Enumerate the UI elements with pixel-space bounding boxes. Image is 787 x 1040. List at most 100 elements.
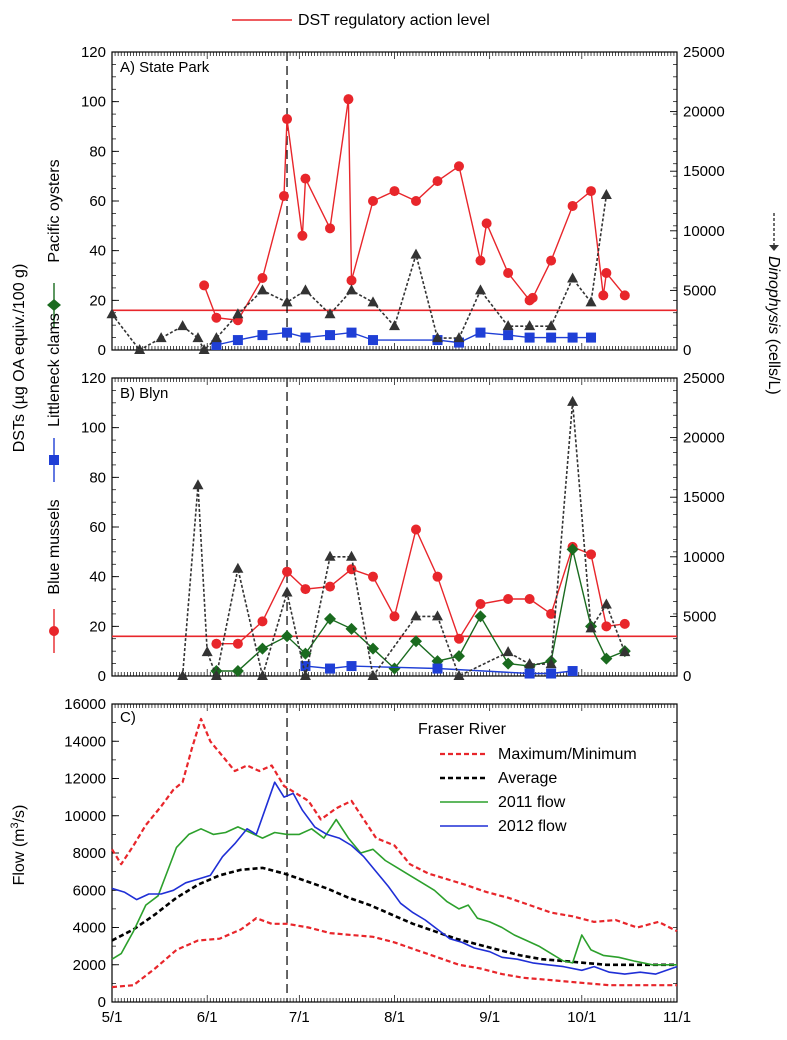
panel-a-series-dinophysis-point [502, 320, 514, 331]
panel-b-series-oysters-point [566, 543, 579, 556]
panel-a-series-mussels-point [389, 186, 400, 197]
panel-b-series-dinophysis-point [232, 562, 244, 573]
panel-a-series-dinophysis-point [585, 296, 597, 307]
right-axis-title-dinophysis: Dinophysis (cells/L) [765, 213, 782, 395]
panel-a-y-tick-label-left: 60 [89, 193, 106, 210]
panel-a-series-dinophysis-point [474, 284, 486, 295]
panel-a-series-dinophysis-point [567, 272, 579, 283]
panel-b-series-clams-point [546, 668, 557, 679]
panel-a-series-dinophysis-point [192, 332, 204, 343]
panel-a-y-tick-label-right: 25000 [683, 44, 725, 61]
panel-b-y-tick-label-right: 5000 [683, 608, 716, 625]
panel-a-y-tick-label-left: 80 [89, 143, 106, 160]
panel-c-series-y2012-line [111, 781, 678, 975]
svg-text:Dinophysis (cells/L): Dinophysis (cells/L) [765, 256, 782, 395]
left-axis-title-dst: DSTs (µg OA equiv./100 g) [11, 264, 28, 453]
panel-b-series-oysters-point [474, 610, 487, 623]
panel-b-series-clams-point [346, 661, 357, 672]
panel-a-series-dinophysis-point [232, 308, 244, 319]
panel-c-legend-label-y2011: 2011 flow [498, 794, 566, 811]
panel-c-legend-label-max: Maximum/Minimum [498, 746, 637, 763]
panel-b-series-oysters-point [281, 630, 294, 643]
panel-a-series-clams-line [216, 331, 591, 346]
panel-a-series-mussels-point [586, 186, 597, 197]
panel-a-series-mussels-point [546, 255, 557, 266]
panel-b-series-dinophysis-point [502, 646, 514, 657]
panel-c-y-tick-label-left: 12000 [64, 771, 106, 788]
panel-a-series-mussels-point [199, 280, 210, 291]
panel-a-y-tick-label-left: 20 [89, 292, 106, 309]
panel-b-series-mussels-point [586, 549, 597, 560]
panel-b-series-dinophysis-point [299, 670, 311, 680]
panel-c-y-tick-label-left: 8000 [73, 845, 106, 862]
panel-a-y-tick-label-right: 20000 [683, 104, 725, 121]
panel-a-series-dinophysis-point [600, 189, 612, 200]
panel-a-series-dinophysis-point [198, 344, 210, 354]
panel-a-series-mussels-point [368, 196, 379, 206]
panel-b-y-tick-label-left: 40 [89, 569, 106, 586]
panel-b-series-mussels-point [211, 638, 222, 649]
panel-c-x-tick-label: 8/1 [384, 1009, 405, 1026]
series-key-oysters: Pacific oysters [46, 159, 63, 327]
panel-a-series-mussels-point [567, 200, 578, 211]
panel-c-y-tick-label-left: 10000 [64, 808, 106, 825]
panel-a-series-mussels-point [211, 312, 222, 323]
panel-a-series-clams-point [211, 340, 222, 351]
panel-a-series-clams-point [325, 330, 336, 341]
panel-b-y-tick-label-left: 80 [89, 469, 106, 486]
panel-b-y-tick-label-right: 0 [683, 668, 691, 685]
panel-b-y-tick-label-right: 10000 [683, 549, 725, 566]
panel-b-series-clams-point [524, 668, 535, 679]
panel-a-series-mussels-point [410, 196, 421, 206]
panel-a-series-mussels-point [619, 290, 630, 301]
panel-a-series-clams-point [524, 332, 535, 343]
panel-a-series-dinophysis-point [155, 332, 167, 343]
panel-a-series-mussels-point [343, 94, 354, 105]
panel-a-series-clams-point [346, 327, 357, 338]
panel-c-y-tick-label-left: 4000 [73, 920, 106, 937]
panel-a-series-mussels-point [475, 255, 486, 266]
panel-b-series-dinophysis-point [567, 395, 579, 406]
panel-a-series-dinophysis-point [545, 320, 557, 331]
panel-a-y-tick-label-left: 0 [98, 342, 106, 359]
panel-b-series-oysters-point [409, 635, 422, 648]
panel-b-series-oysters-point [231, 665, 244, 678]
panel-a-series-mussels-point [503, 268, 514, 279]
panel-a-series-mussels-point [598, 290, 609, 301]
panel-b-series-mussels-point [257, 616, 268, 627]
panel-b-series-oysters-point [452, 650, 465, 663]
panel-b-series-dinophysis-point [431, 610, 443, 621]
panel-a-series-clams-point [282, 327, 293, 338]
panel-a-series-clams-point [368, 335, 379, 346]
oysters-key-marker [47, 299, 61, 311]
panel-a-series-dinophysis-point [346, 284, 358, 295]
panel-c: 5/1 6/1 7/1 8/1 9/1 10/1 11/1 0 2000 4000 6000 8000… [64, 696, 691, 1026]
panel-b-series-dinophysis-point [210, 670, 222, 680]
panel-b-series-oysters-point [299, 647, 312, 660]
panel-b-y-tick-label-right: 20000 [683, 430, 725, 447]
panel-c-x-tick-label: 11/1 [663, 1009, 691, 1026]
panel-b-series-dinophysis-point [585, 622, 597, 633]
panel-c-y-tick-label-left: 6000 [73, 882, 106, 899]
panel-c-series-avg-line [111, 866, 677, 967]
panel-a-series-clams-point [300, 332, 311, 343]
panel-a-series-clams-point [475, 327, 486, 338]
panel-a-series-clams-point [586, 332, 597, 343]
panel-b-series-mussels-point [325, 581, 336, 592]
panel-b: 0 20 40 60 80 100 120 0 5000 10000 15000 20000 25000… [81, 370, 725, 685]
panel-b-series-mussels-point [346, 564, 357, 575]
panel-a-series-dinophysis-point [410, 248, 422, 259]
panel-c-series-min-line [111, 917, 677, 989]
panel-b-series-dinophysis-point [192, 479, 204, 490]
panel-b-series-dinophysis-point [410, 610, 422, 621]
panel-b-series-mussels-point [619, 618, 630, 629]
panel-c-x-tick-label: 7/1 [289, 1009, 310, 1026]
panel-a-series-mussels-point [278, 191, 289, 202]
panel-b-series-clams-point [300, 661, 311, 672]
dinophysis-key-marker [769, 245, 779, 251]
panel-b-series-mussels-point [546, 608, 557, 619]
panel-b-series-dinophysis-line [181, 401, 626, 680]
panel-a-y-tick-label-right: 15000 [683, 163, 725, 180]
panel-a-panel-label: A) State Park [120, 59, 210, 76]
